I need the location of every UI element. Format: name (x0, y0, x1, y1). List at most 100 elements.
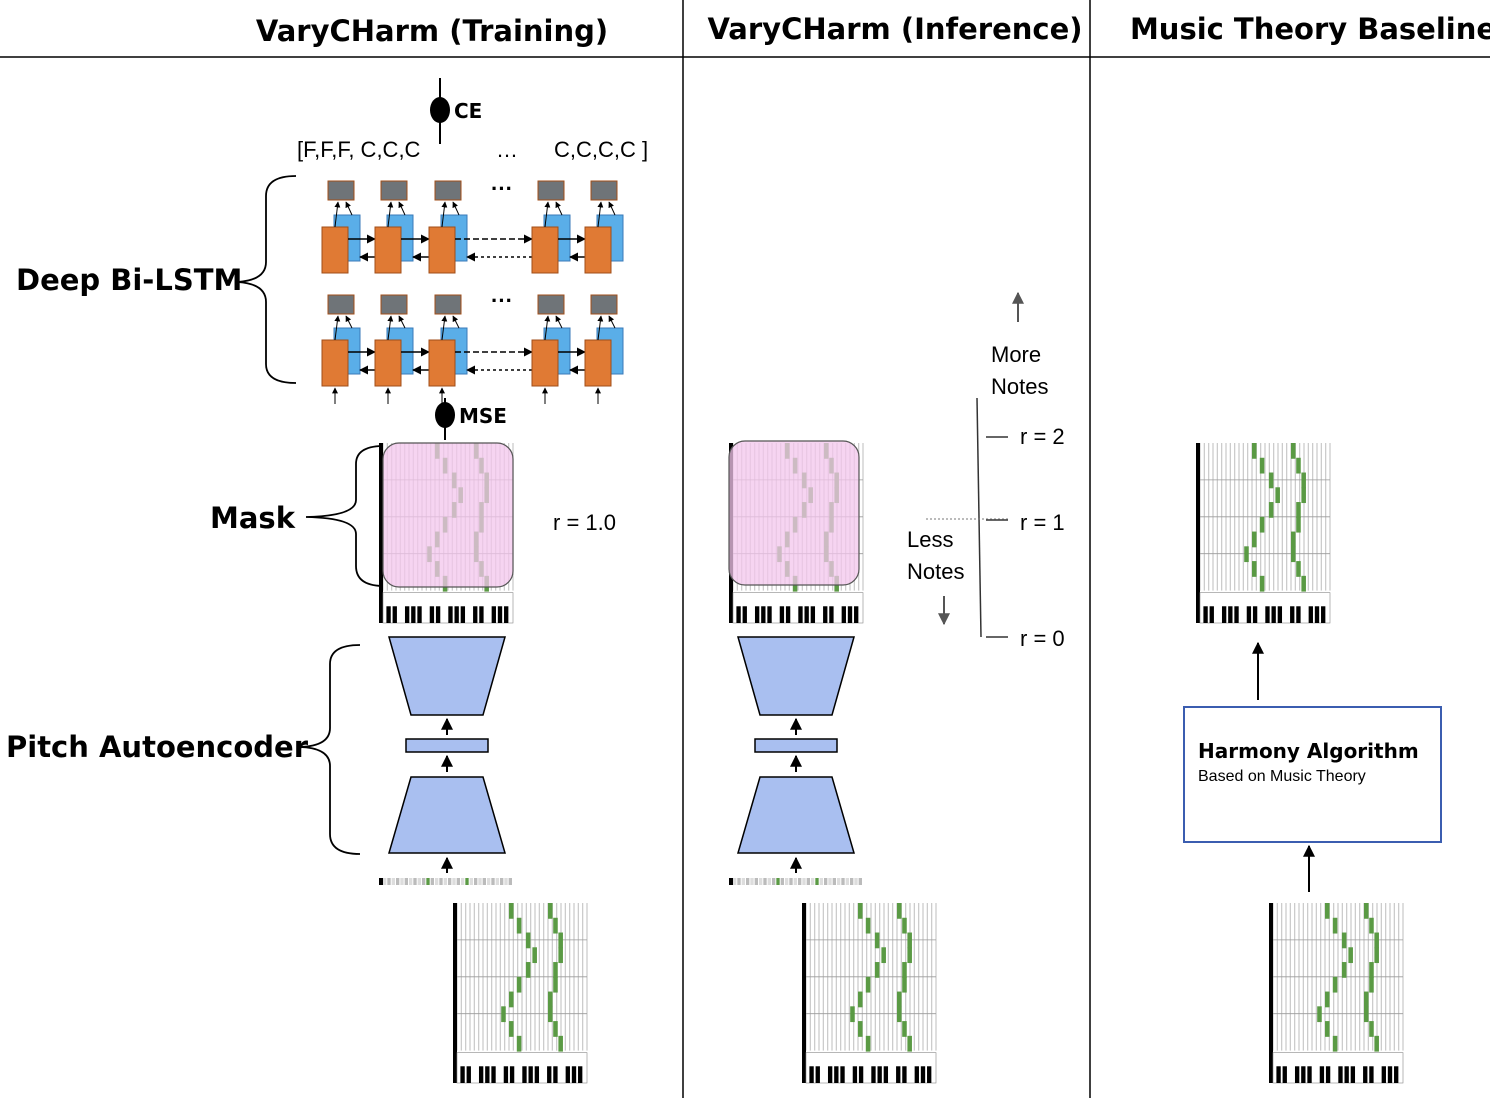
decoder (737, 636, 855, 716)
r-level-0: r = 0 (1020, 626, 1065, 651)
lstm-output-cell (434, 180, 462, 201)
mse-node (435, 402, 455, 428)
note (897, 1006, 902, 1023)
latent-code (754, 738, 838, 753)
note (1296, 561, 1301, 577)
note (1332, 976, 1338, 993)
note (548, 991, 553, 1008)
note (1332, 917, 1338, 934)
note (558, 947, 563, 964)
lstm-up-arrow (398, 201, 406, 216)
lstm-output-cell (537, 180, 565, 201)
deep-bilstm-label: Deep Bi-LSTM (16, 263, 242, 297)
note (1296, 457, 1301, 474)
autoencoder-label: Pitch Autoencoder (6, 730, 309, 764)
note (1341, 932, 1347, 949)
note (516, 917, 522, 934)
lstm-up-arrow (345, 315, 353, 329)
title-training: VaryCHarm (Training) (256, 14, 608, 48)
note (1369, 1021, 1374, 1037)
less-notes-line2: Notes (907, 559, 964, 584)
note (501, 1006, 506, 1023)
note (1268, 502, 1274, 518)
lstm-forward-cell (531, 226, 559, 274)
note (865, 976, 871, 993)
note (858, 903, 863, 919)
note (553, 917, 558, 934)
sequence-ellipsis: … (496, 137, 518, 162)
mask-overlay (382, 442, 514, 588)
lstm-up-arrow (544, 201, 551, 228)
note (553, 1021, 558, 1037)
note (1364, 1006, 1369, 1023)
lstm-ellipsis-top: ··· (491, 176, 513, 201)
sequence-close: C,C,C,C ] (554, 137, 648, 162)
note (1348, 947, 1353, 964)
note (525, 962, 531, 978)
lstm-ellipsis-mid: ··· (491, 288, 513, 313)
note (1296, 516, 1301, 533)
lstm-up-arrow (334, 201, 341, 228)
bilstm-brace (237, 175, 297, 384)
lstm-output-cell (380, 180, 408, 201)
note (902, 976, 907, 993)
lstm-output-cell (537, 294, 565, 315)
lstm-up-arrow (597, 315, 604, 341)
note (902, 1021, 907, 1037)
latent-code (405, 738, 489, 753)
note (1301, 575, 1306, 592)
more-notes-line2: Notes (991, 374, 1048, 399)
note (525, 932, 531, 949)
mask-overlay (728, 440, 860, 586)
lstm-forward-cell (374, 226, 402, 274)
harmony-algorithm-title: Harmony Algorithm (1198, 739, 1419, 763)
harmony-algorithm-subtitle: Based on Music Theory (1198, 768, 1366, 785)
mse-label: MSE (459, 404, 507, 428)
bilstm-network (321, 180, 624, 404)
note (548, 903, 553, 919)
note (1275, 487, 1280, 504)
note (1291, 531, 1296, 548)
note (1252, 561, 1257, 577)
note (902, 962, 907, 978)
note (907, 932, 912, 949)
lstm-forward-cell (321, 226, 349, 274)
lstm-forward-cell (428, 226, 456, 274)
note (509, 903, 514, 919)
lstm-output-cell (380, 294, 408, 315)
lstm-up-arrow (555, 201, 563, 216)
note (509, 1021, 514, 1037)
lstm-forward-cell (428, 339, 456, 387)
note (1244, 546, 1249, 563)
note (516, 976, 522, 993)
mask-label: Mask (210, 501, 296, 535)
note (902, 917, 907, 934)
note (850, 1006, 855, 1023)
lstm-up-arrow (387, 315, 394, 341)
lstm-up-arrow (608, 315, 616, 329)
encoder (388, 776, 506, 854)
r-level-2: r = 2 (1020, 424, 1065, 449)
note (874, 962, 880, 978)
note (1317, 1006, 1322, 1023)
lstm-up-arrow (452, 201, 460, 216)
note (1296, 502, 1301, 518)
note (1301, 472, 1306, 489)
note (897, 991, 902, 1008)
note (1364, 991, 1369, 1008)
lstm-up-arrow (608, 201, 616, 216)
note (509, 991, 514, 1008)
note (865, 917, 871, 934)
lstm-forward-cell (584, 226, 612, 274)
note (1374, 932, 1379, 949)
r-level-1: r = 1 (1020, 510, 1065, 535)
note (1374, 947, 1379, 964)
note (1369, 976, 1374, 993)
inference-input-roll (802, 903, 937, 1084)
note (1325, 1021, 1330, 1037)
note (858, 1021, 863, 1037)
lstm-up-arrow (555, 315, 563, 329)
note (881, 947, 886, 964)
lstm-up-arrow (597, 201, 604, 228)
